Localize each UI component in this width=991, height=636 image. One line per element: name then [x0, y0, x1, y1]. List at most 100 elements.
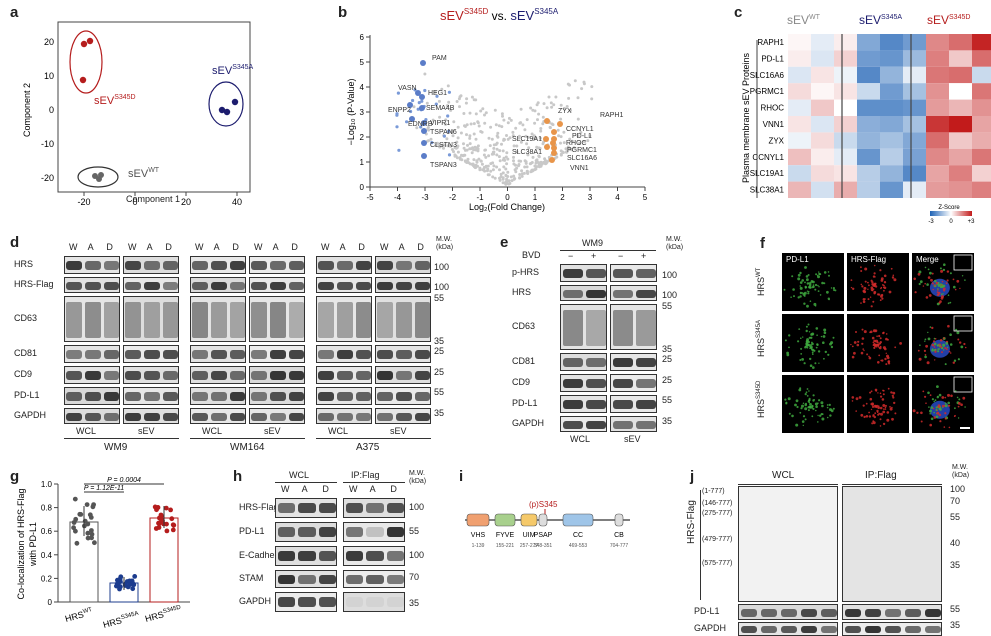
data-point: [484, 165, 488, 169]
domain-box: [614, 513, 624, 527]
blot-band: [229, 281, 245, 290]
data-point: [515, 150, 519, 154]
blot-band: [586, 289, 606, 298]
blot-band: [229, 301, 245, 339]
data-point: [535, 103, 539, 107]
gene-label: SLC16A6: [567, 155, 597, 162]
data-point: [491, 168, 495, 172]
data-point: [451, 130, 455, 134]
blot-band: [612, 268, 633, 278]
heatmap-cell: [811, 116, 834, 133]
data-point: [98, 172, 104, 178]
data-point: [492, 152, 496, 156]
data-point: [525, 165, 529, 169]
heatmap-cell: [834, 66, 857, 84]
blot-band: [66, 370, 83, 380]
microscopy-tile: [912, 314, 974, 372]
mw-label: 35: [950, 560, 961, 570]
data-point: [502, 137, 506, 141]
data-point: [456, 150, 460, 154]
heatmap-cell: [857, 116, 880, 133]
y-tick-label: 20: [44, 37, 54, 47]
blot-band: [396, 412, 412, 421]
blot-band: [904, 626, 922, 634]
y-tick-label: 0: [360, 183, 365, 192]
fraction-label: sEV: [624, 434, 641, 444]
blot-strip: [610, 353, 657, 371]
domain-range: 704-777: [610, 543, 629, 549]
mw-label: 40: [950, 538, 961, 548]
blot-band: [318, 527, 336, 538]
blot-band: [277, 503, 295, 514]
data-point: [464, 101, 468, 105]
data-point: [472, 98, 476, 102]
fraction-label: sEV: [138, 426, 155, 436]
blot-band: [636, 399, 656, 409]
blot-band: [229, 391, 245, 401]
blot-band: [386, 551, 404, 562]
data-point: [504, 182, 508, 186]
mw-label: 35: [950, 620, 961, 630]
data-point: [514, 126, 518, 130]
blot-row-label: CD63: [14, 313, 38, 323]
data-point: [447, 129, 451, 133]
data-point: [471, 162, 475, 166]
blot-band: [740, 608, 758, 617]
blot-strip: [316, 408, 372, 424]
blot-strip: [343, 546, 405, 566]
data-point: [534, 161, 538, 165]
data-point: [495, 147, 499, 151]
lane-label: W: [69, 242, 78, 252]
blot-band: [125, 412, 142, 421]
data-point: [85, 530, 91, 536]
data-point: [436, 141, 439, 145]
data-point: [425, 101, 429, 105]
microscopy-tile: [782, 314, 844, 372]
row-label: HRSS345D: [756, 381, 766, 418]
y-tick-label: 0: [49, 105, 54, 115]
data-point: [484, 111, 488, 115]
divider: [842, 484, 942, 485]
blot-strip: [560, 395, 607, 413]
blot-band: [66, 391, 83, 401]
blot-band: [192, 260, 209, 270]
domain-range: 1-139: [472, 543, 485, 549]
blot-band: [355, 391, 371, 401]
y-tick-label: 0.8: [41, 504, 53, 513]
heatmap-cell: [880, 83, 903, 100]
blot-strip: [560, 285, 607, 301]
data-point: [502, 118, 506, 122]
lane-label: A: [87, 242, 94, 252]
data-point: [447, 153, 452, 157]
blot-band: [162, 370, 178, 380]
data-point: [512, 159, 515, 163]
blot-band: [318, 391, 335, 401]
blot-band: [125, 370, 142, 380]
data-point: [533, 109, 537, 113]
blot-band: [386, 527, 404, 538]
blot-strip: [375, 256, 431, 274]
blot-strip: [190, 366, 246, 384]
gene-label: CCNYL1: [566, 126, 594, 133]
blot-band: [162, 301, 178, 339]
blot-band: [760, 626, 778, 634]
mw-label: 70: [950, 496, 961, 506]
blot-band: [251, 260, 268, 270]
heatmap-row-label: ZYX: [768, 136, 784, 145]
blot-band: [277, 574, 295, 584]
blot-band: [298, 551, 316, 562]
data-point: [504, 173, 508, 177]
side-label: HRS-Flag: [686, 500, 697, 544]
blot-band: [270, 370, 286, 380]
blot-band: [288, 281, 304, 290]
data-point: [465, 133, 468, 137]
divider: [316, 438, 431, 439]
y-tick-label: 2: [360, 133, 365, 142]
data-point: [556, 128, 560, 132]
panel-e: e WM9 BVD − + − + M.W. (kDa) p-HRS HRS CD63 CD81 CD…: [500, 230, 710, 460]
data-point: [537, 155, 541, 159]
column-label: Merge: [916, 255, 939, 264]
blot-band: [414, 370, 430, 380]
blot-band: [125, 349, 142, 359]
data-point: [456, 136, 460, 140]
